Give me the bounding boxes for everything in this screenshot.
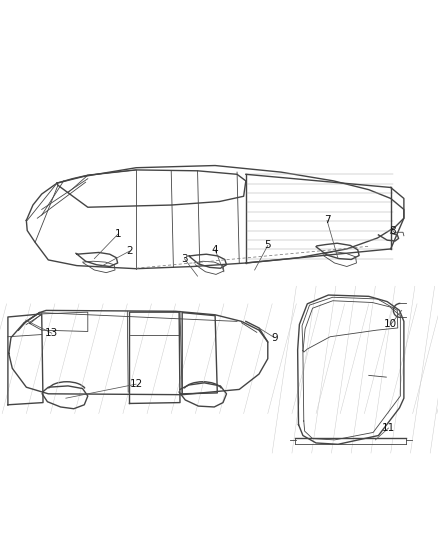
Text: 10: 10	[383, 319, 396, 329]
Text: 4: 4	[211, 245, 218, 255]
Text: 13: 13	[45, 328, 58, 338]
Text: 5: 5	[264, 240, 271, 251]
Text: 8: 8	[389, 225, 396, 236]
Text: 12: 12	[129, 379, 142, 389]
Text: 11: 11	[381, 423, 394, 433]
Text: 3: 3	[180, 254, 187, 264]
Text: 9: 9	[270, 333, 277, 343]
Text: 7: 7	[323, 215, 330, 225]
Text: 2: 2	[126, 246, 133, 256]
Text: 1: 1	[115, 229, 122, 239]
